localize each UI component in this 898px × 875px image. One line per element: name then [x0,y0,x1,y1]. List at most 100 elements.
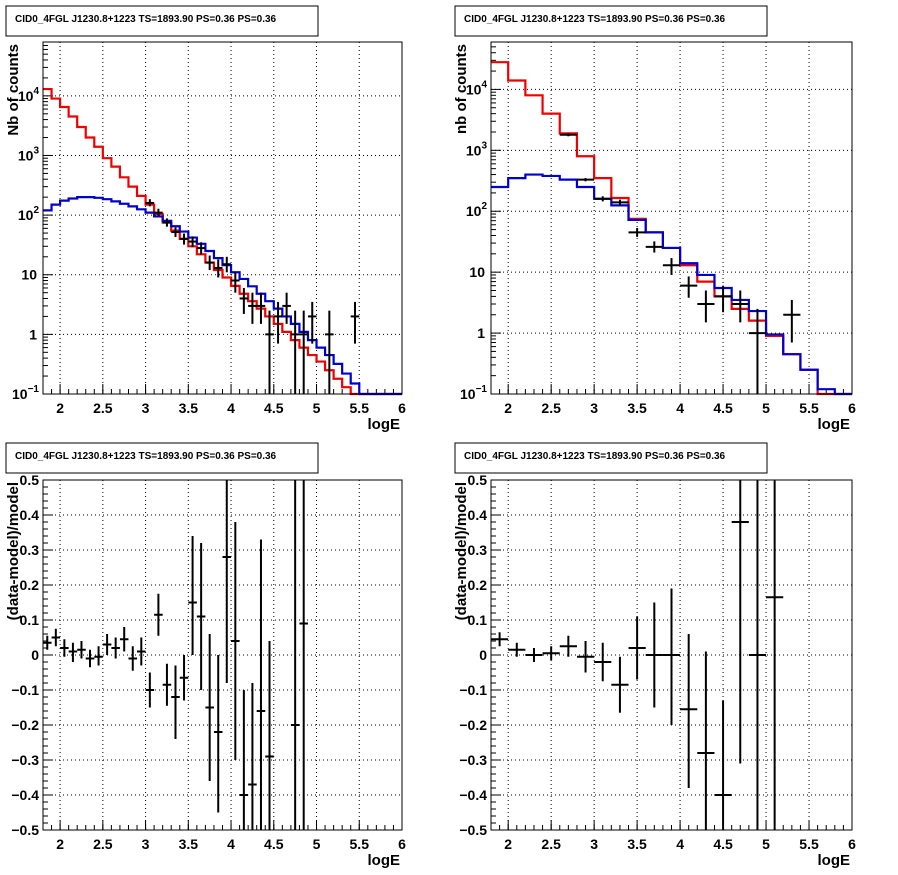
plot-frame [490,41,853,395]
x-axis-label: logE [368,852,401,869]
y-tick-label: −0.5 [11,822,39,838]
data-point [697,290,715,323]
data-point [697,651,715,830]
y-tick-label: 102 [466,201,488,219]
data-point [307,301,317,344]
y-tick-label: 0.5 [468,472,488,488]
x-tick-label: 2.5 [541,400,561,416]
x-axis-label: logE [368,416,401,433]
data-point [766,480,784,830]
y-tick-label: −0.2 [11,717,39,733]
data-point [85,649,95,668]
x-tick-label: 2.5 [541,836,561,852]
x-tick-label: 2 [56,400,64,416]
y-tick-label: 1 [29,326,37,342]
y-axis-label: (data-model)/model [453,482,470,620]
data-point [231,522,240,760]
x-tick-label: 3.5 [179,400,199,416]
y-tick-label: 0.2 [468,577,488,593]
x-tick-label: 3 [142,836,150,852]
y-tick-label: 10 [469,264,485,280]
data-point [714,700,732,830]
y-tick-label: 104 [466,79,488,97]
x-tick-label: 4.5 [713,836,733,852]
y-tick-label: −0.4 [459,787,487,803]
data-point [102,634,112,655]
data-point [662,258,681,275]
y-axis-label: Nb of counts [5,44,22,136]
data-point [196,543,206,690]
y-axis-label: nb of counts [453,44,470,134]
x-tick-label: 3 [590,836,598,852]
data-point [145,672,155,708]
data-point [731,290,749,323]
y-tick-label: 0.5 [20,472,40,488]
data-point [611,656,629,713]
y-tick-label: 0.1 [20,612,40,628]
data-point [145,199,155,207]
data-point [714,285,732,313]
data-point [559,133,577,137]
x-tick-label: 5.5 [350,836,370,852]
data-point [222,480,232,683]
data-point [628,616,646,680]
x-tick-label: 2.5 [93,836,113,852]
data-point [662,588,681,725]
plot-frame [490,479,853,831]
plot-frame [42,479,403,831]
title-box [5,442,319,474]
y-tick-label: −0.3 [459,752,487,768]
x-tick-label: 2 [504,400,512,416]
y-tick-label: 104 [18,86,40,104]
data-point [171,227,180,237]
data-point [265,310,274,394]
data-point [213,259,223,278]
x-tick-label: 2.5 [93,400,113,416]
x-tick-label: 5.5 [350,400,370,416]
data-point [576,641,595,673]
data-point [248,683,257,830]
title-box [5,5,319,37]
y-tick-label: 1 [477,325,485,341]
x-tick-label: 4.5 [264,400,284,416]
data-point [265,641,274,830]
x-tick-label: 4 [676,400,684,416]
data-point [239,287,249,314]
source-model-histogram [491,173,852,396]
x-tick-label: 6 [848,836,856,852]
x-tick-label: 4 [227,836,235,852]
data-point [188,236,197,248]
x-tick-label: 6 [848,400,856,416]
chart-panel-3: 2 2.5 3 3.5 4 4.5 5 5.5 6 −0.5 −0.4 −0.3 −0.2 −0.1 0 0.… [5,442,406,869]
x-tick-label: 3.5 [627,400,647,416]
y-tick-label: 0.1 [468,612,488,628]
x-tick-label: 4.5 [713,400,733,416]
total-model-histogram [491,61,852,396]
chart-panel-1: 2 2.5 3 3.5 4 4.5 5 5.5 6 10−1 1 10 102 103 104 CID0_4F… [5,5,406,433]
chart-title: CID0_4FGL J1230.8+1223 TS=1893.90 PS=0.3… [464,451,726,462]
y-tick-label: −0.1 [11,682,39,698]
data-point [205,255,214,271]
x-tick-label: 5 [313,400,321,416]
y-tick-label: 10 [21,267,37,283]
data-point [645,241,663,253]
data-point [748,480,767,830]
source-model-histogram [43,196,402,396]
data-point [491,632,509,647]
data-point [299,310,308,394]
data-point [576,178,595,182]
data-point [325,310,334,394]
data-point [290,480,300,830]
y-tick-label: −0.2 [459,717,487,733]
data-point [611,199,629,206]
data-point [542,646,560,661]
chart-title: CID0_4FGL J1230.8+1223 TS=1893.90 PS=0.3… [15,451,277,462]
x-tick-label: 5 [762,400,770,416]
data-point [248,292,257,324]
data-point [594,196,612,202]
data-point [559,635,577,657]
y-tick-label: 0.4 [468,507,488,523]
y-tick-label: −0.3 [11,752,39,768]
x-tick-label: 3 [142,400,150,416]
